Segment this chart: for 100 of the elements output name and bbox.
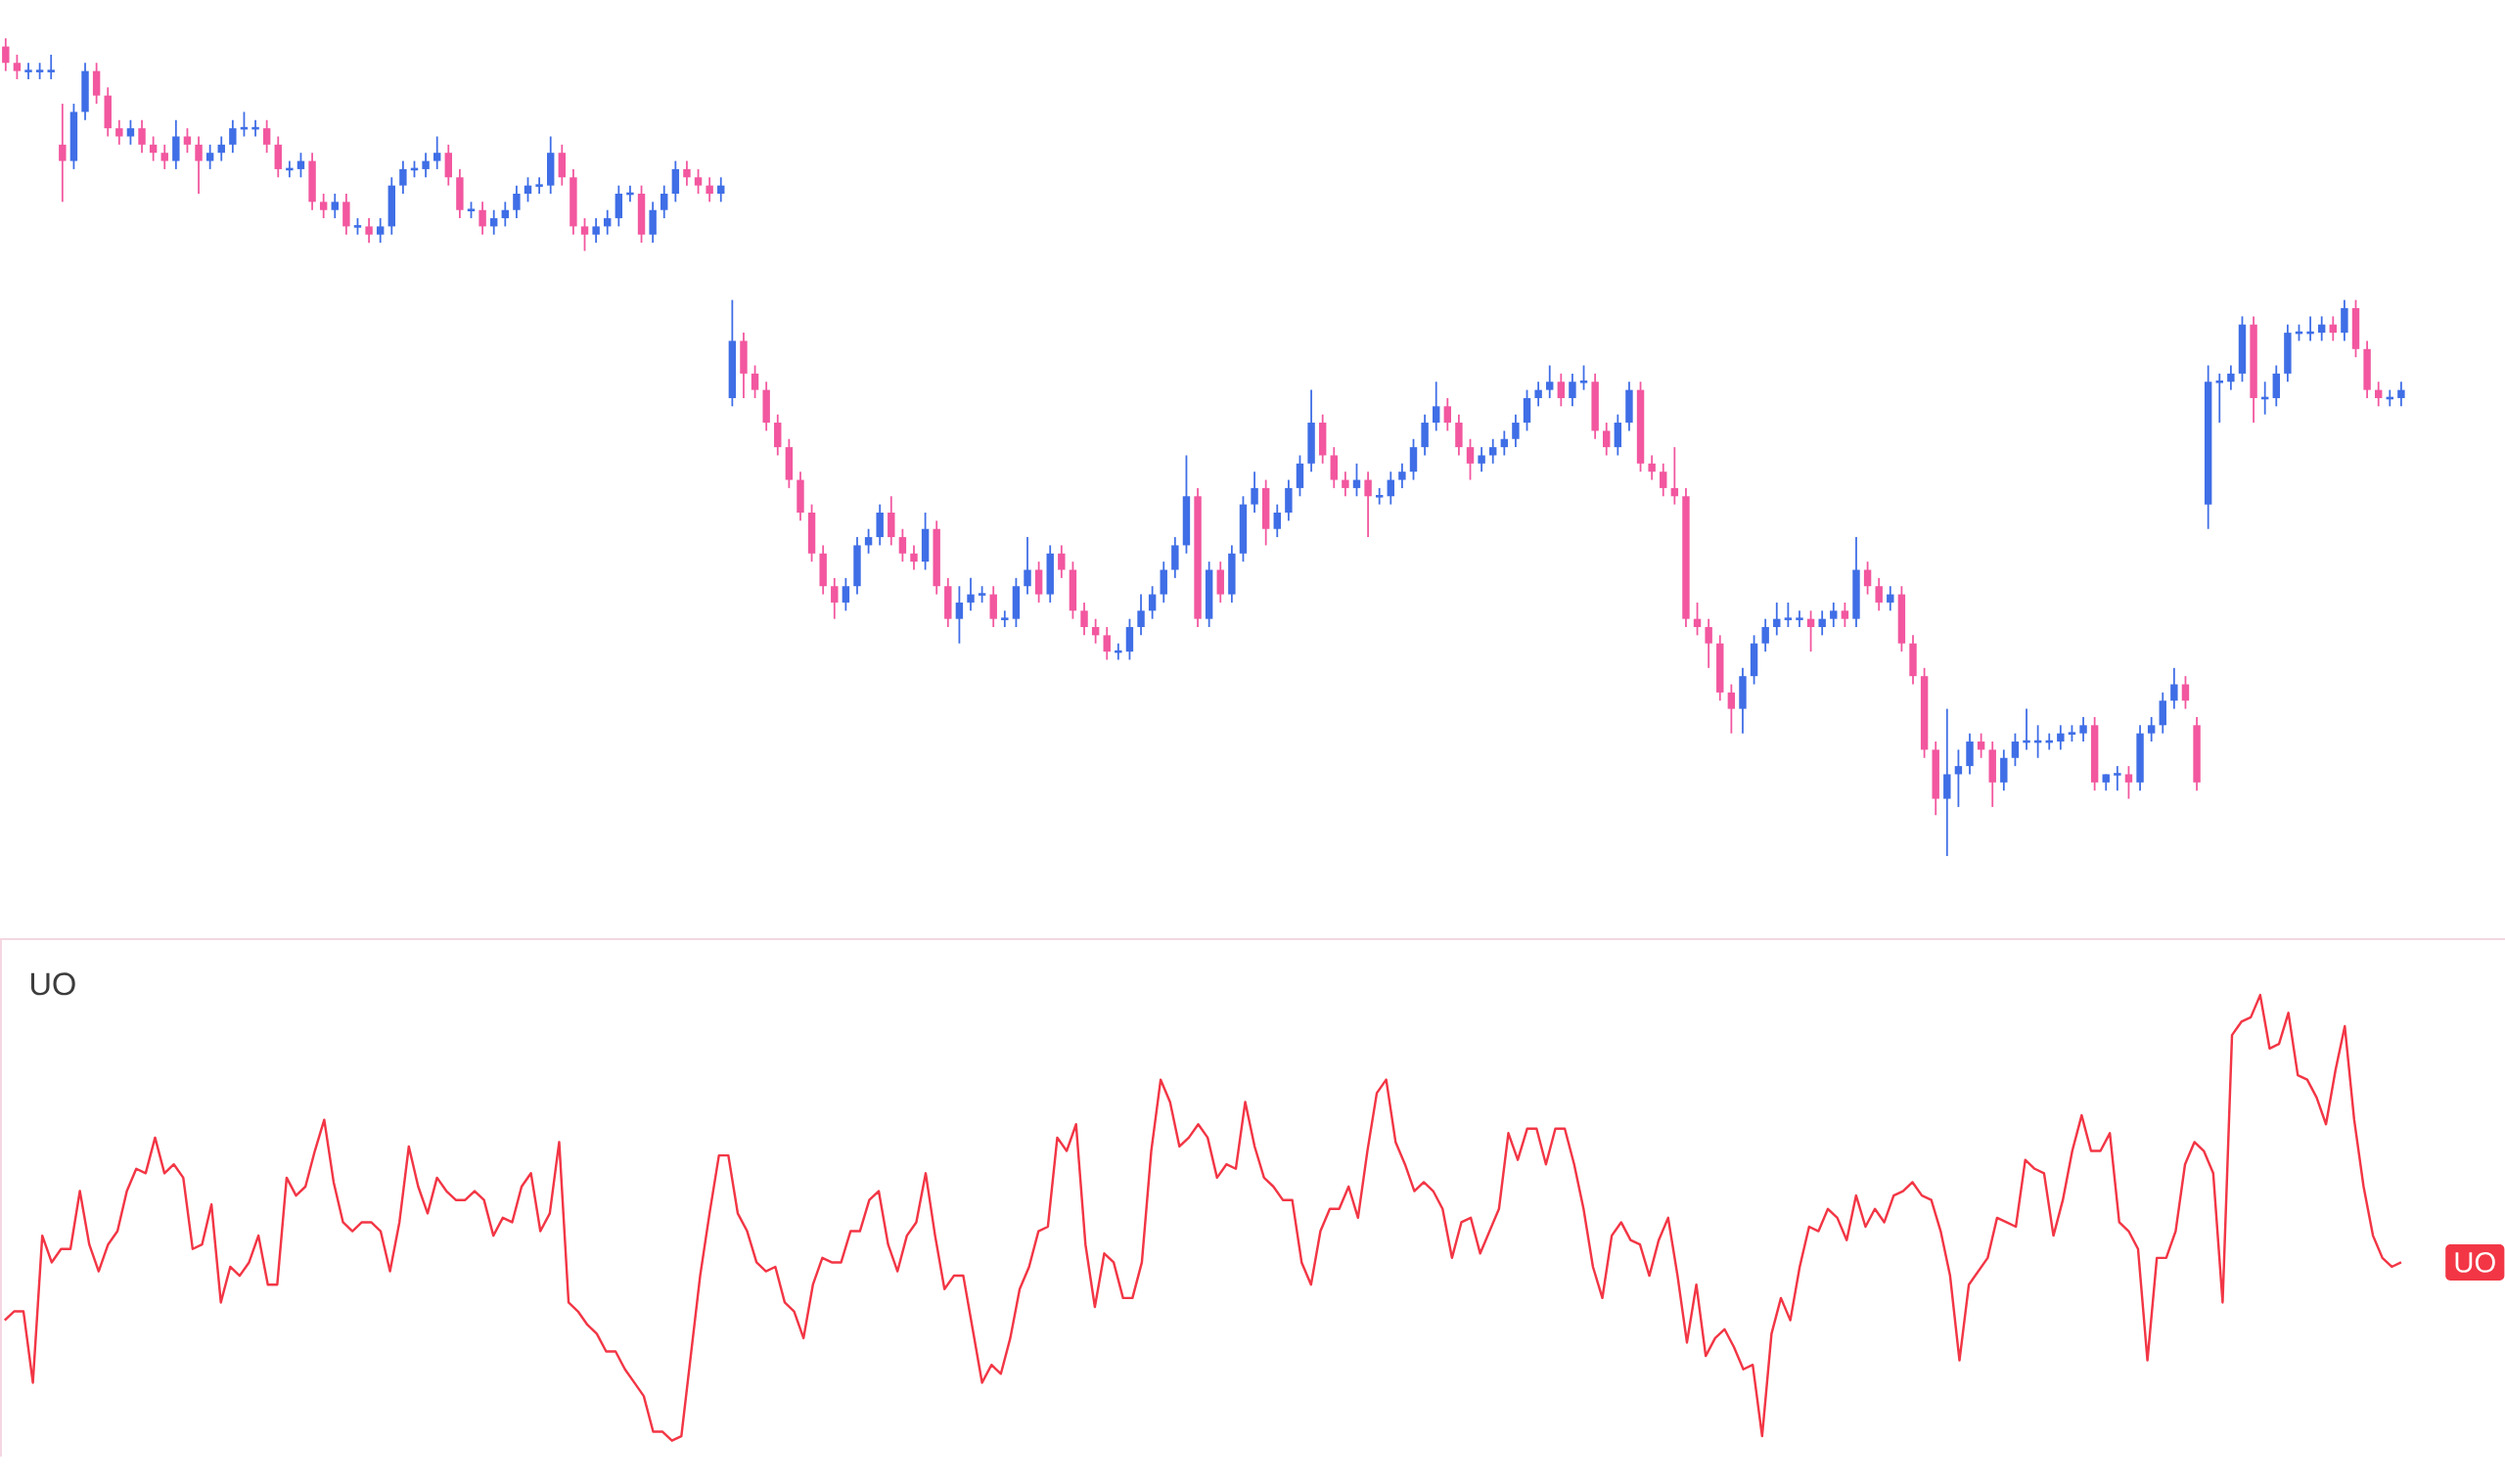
candlestick	[262, 118, 271, 155]
candlestick	[1727, 683, 1736, 735]
candlestick	[183, 127, 192, 155]
candlestick	[433, 135, 441, 170]
candlestick	[1818, 609, 1826, 637]
candlestick	[2079, 716, 2087, 743]
candlestick	[1091, 617, 1100, 645]
candlestick	[1103, 626, 1111, 661]
candlestick	[422, 152, 430, 179]
candlestick	[717, 176, 725, 203]
candlestick	[683, 159, 691, 187]
candlestick	[1887, 585, 1894, 612]
candlestick	[1603, 422, 1611, 457]
candlestick	[296, 152, 305, 179]
candlestick	[1875, 577, 1883, 612]
candlestick	[160, 144, 168, 170]
candlestick	[1478, 446, 1485, 473]
candlestick	[1500, 429, 1509, 457]
candlestick	[217, 135, 225, 162]
candlestick	[2011, 732, 2020, 768]
candlestick	[149, 135, 158, 162]
candlestick	[706, 176, 713, 203]
candlestick	[967, 577, 975, 612]
candlestick	[1273, 503, 1281, 539]
candlestick	[376, 217, 385, 245]
candlestick	[592, 217, 600, 245]
candlestick	[1443, 397, 1452, 432]
candlestick	[205, 144, 214, 170]
candlestick	[13, 54, 22, 80]
candlestick	[1432, 381, 1440, 432]
candlestick	[898, 527, 907, 563]
candlestick	[1534, 381, 1542, 408]
candlestick	[1364, 471, 1372, 539]
candlestick	[2374, 381, 2383, 408]
candlestick	[138, 118, 146, 155]
candlestick	[2181, 675, 2190, 710]
candlestick	[955, 585, 964, 645]
candlestick	[1841, 602, 1849, 629]
candlestick	[1773, 602, 1781, 637]
series-label: UO	[2455, 1252, 2495, 1273]
candlestick	[1705, 617, 1712, 669]
candlestick	[1466, 437, 1475, 481]
candlestick	[1058, 544, 1066, 579]
candlestick	[1830, 602, 1838, 629]
candlestick	[1569, 373, 1576, 408]
candlestick	[1761, 617, 1769, 653]
candlestick	[2147, 716, 2156, 743]
candlestick	[2124, 765, 2133, 800]
candlestick	[604, 208, 612, 236]
candlestick	[1863, 561, 1872, 596]
candlestick	[2227, 364, 2235, 391]
candlestick	[842, 577, 850, 612]
candlestick	[751, 364, 759, 399]
candlestick	[2, 37, 10, 72]
candlestick	[580, 217, 589, 252]
candlestick	[319, 193, 328, 220]
candlestick	[1489, 437, 1497, 465]
candlestick	[229, 118, 237, 155]
candlestick	[1648, 454, 1656, 481]
candlestick	[1024, 536, 1031, 596]
candlestick	[2317, 315, 2326, 342]
candlestick	[195, 135, 203, 196]
candlestick	[1251, 471, 1258, 515]
candlestick	[660, 184, 668, 220]
candlestick	[2170, 667, 2178, 710]
candlestick	[490, 208, 498, 236]
candlestick	[1954, 748, 1963, 808]
candlestick	[1693, 602, 1702, 637]
candlestick	[59, 103, 67, 203]
candlestick	[831, 577, 839, 620]
candlestick	[1557, 373, 1566, 408]
candlestick	[694, 168, 703, 196]
candlestick	[524, 176, 532, 203]
candlestick	[1660, 463, 1667, 498]
candlestick	[910, 544, 918, 571]
candlestick	[2057, 724, 2065, 751]
candlestick	[478, 201, 486, 236]
candlestick	[864, 527, 873, 555]
candlestick	[1977, 732, 1985, 759]
candlestick	[331, 193, 339, 220]
candlestick	[1080, 602, 1088, 637]
candlestick	[1670, 446, 1679, 506]
chart-title: UO	[30, 972, 75, 996]
candlestick	[1398, 463, 1406, 489]
candlestick	[1148, 585, 1157, 620]
candlestick	[2397, 381, 2405, 408]
candlestick	[365, 217, 373, 245]
candlestick	[513, 184, 521, 220]
candlestick	[2329, 315, 2338, 342]
candlestick	[1512, 413, 1520, 449]
candlestick	[1352, 463, 1361, 498]
candlestick	[399, 159, 407, 196]
candlestick	[501, 201, 510, 228]
candlestick	[126, 118, 135, 146]
candlestick	[115, 118, 123, 146]
candlestick	[1387, 471, 1395, 506]
candlestick	[1546, 364, 1554, 399]
candlestick	[1342, 471, 1349, 498]
candlestick	[1137, 593, 1145, 637]
candlestick	[1806, 609, 1815, 653]
